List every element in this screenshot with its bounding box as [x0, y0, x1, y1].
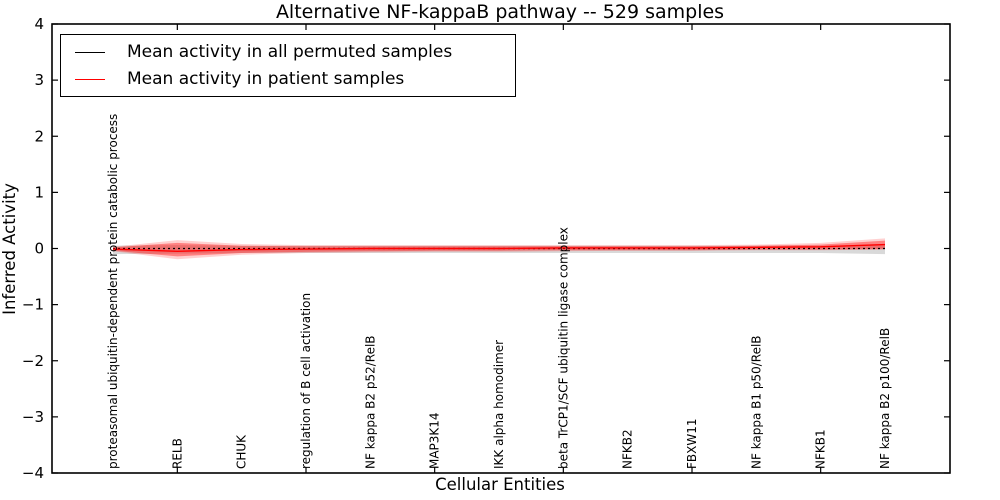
x-tick-label: RELB	[170, 438, 184, 469]
y-tick-label: −1	[22, 296, 44, 314]
x-tick-label: beta TrCP1/SCF ubiquitin ligase complex	[556, 227, 570, 469]
y-tick-label: −2	[22, 352, 44, 370]
x-tick-label: IKK alpha homodimer	[492, 340, 506, 469]
y-tick-label: 1	[34, 183, 44, 201]
y-axis-label: Inferred Activity	[0, 183, 19, 315]
y-tick-label: 3	[34, 71, 44, 89]
y-tick-label: 2	[34, 127, 44, 145]
chart-title: Alternative NF-kappaB pathway -- 529 sam…	[275, 1, 725, 23]
legend-item-permuted: Mean activity in all permuted samples	[61, 42, 515, 62]
y-tick-label: −4	[22, 464, 44, 482]
y-tick-label: 4	[34, 15, 44, 33]
legend: Mean activity in all permuted samples Me…	[60, 34, 516, 97]
legend-label-permuted: Mean activity in all permuted samples	[127, 42, 453, 62]
x-tick-label: regulation of B cell activation	[299, 293, 313, 469]
x-tick-label: NF kappa B2 p100/RelB	[878, 328, 892, 469]
x-tick-label: NFKB1	[814, 429, 828, 469]
legend-line-patient-icon	[75, 78, 105, 80]
x-tick-label: CHUK	[235, 434, 249, 469]
legend-item-patient: Mean activity in patient samples	[61, 69, 515, 89]
y-tick-label: −3	[22, 408, 44, 426]
x-tick-label: FBXW11	[685, 419, 699, 470]
x-axis-label: Cellular Entities	[435, 475, 565, 494]
legend-label-patient: Mean activity in patient samples	[127, 69, 405, 89]
patient-mean-line	[112, 243, 886, 253]
y-tick-label: 0	[34, 240, 44, 258]
x-tick-label: proteasomal ubiquitin-dependent protein …	[106, 114, 120, 469]
x-tick-label: NF kappa B2 p52/RelB	[363, 335, 377, 469]
legend-line-permuted-icon	[75, 51, 105, 53]
x-tick-label: NF kappa B1 p50/RelB	[749, 335, 763, 469]
x-tick-label: NFKB2	[621, 429, 635, 469]
x-tick-label: MAP3K14	[428, 412, 442, 469]
